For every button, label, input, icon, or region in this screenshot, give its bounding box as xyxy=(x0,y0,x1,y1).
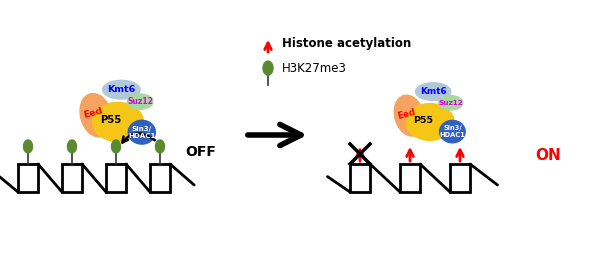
Text: Suz12: Suz12 xyxy=(127,97,153,106)
Text: Kmt6: Kmt6 xyxy=(420,87,446,96)
Text: Eed: Eed xyxy=(396,107,416,121)
Ellipse shape xyxy=(263,61,273,75)
Bar xyxy=(106,164,126,192)
Ellipse shape xyxy=(128,120,155,144)
Text: Histone acetylation: Histone acetylation xyxy=(282,36,412,49)
Text: P55: P55 xyxy=(101,115,122,125)
Ellipse shape xyxy=(394,95,424,136)
Ellipse shape xyxy=(440,120,465,143)
Ellipse shape xyxy=(156,140,165,153)
Bar xyxy=(62,164,82,192)
Text: OFF: OFF xyxy=(185,145,216,159)
Bar xyxy=(400,164,420,192)
Ellipse shape xyxy=(128,94,153,109)
Ellipse shape xyxy=(416,83,451,100)
Text: H3K27me3: H3K27me3 xyxy=(282,62,347,76)
Bar xyxy=(150,164,170,192)
Text: Suz12: Suz12 xyxy=(438,100,463,106)
Text: Eed: Eed xyxy=(82,107,103,120)
Ellipse shape xyxy=(439,96,463,110)
Ellipse shape xyxy=(406,104,454,140)
Ellipse shape xyxy=(23,140,32,153)
Ellipse shape xyxy=(80,93,112,137)
Bar xyxy=(450,164,470,192)
Ellipse shape xyxy=(92,102,144,141)
Bar xyxy=(350,164,370,192)
Ellipse shape xyxy=(102,80,140,99)
Text: Sin3/
HDAC1: Sin3/ HDAC1 xyxy=(440,125,465,138)
Ellipse shape xyxy=(68,140,77,153)
Bar xyxy=(18,164,38,192)
Text: Sin3/
HDAC1: Sin3/ HDAC1 xyxy=(128,126,156,139)
Ellipse shape xyxy=(111,140,120,153)
Text: ON: ON xyxy=(535,147,561,163)
Text: Kmt6: Kmt6 xyxy=(107,85,135,94)
Text: P55: P55 xyxy=(413,116,434,125)
